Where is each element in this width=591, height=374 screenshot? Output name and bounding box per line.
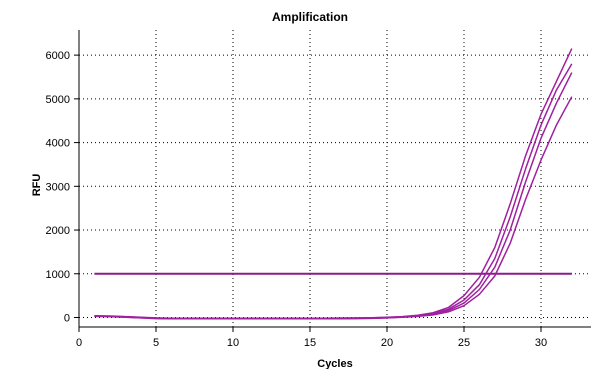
x-tick-label: 5 bbox=[153, 337, 159, 349]
x-tick-label: 0 bbox=[76, 337, 82, 349]
x-tick-label: 30 bbox=[535, 337, 547, 349]
y-tick-label: 1000 bbox=[46, 269, 70, 281]
amplification-curve bbox=[94, 72, 573, 320]
series-layer bbox=[94, 48, 573, 320]
amplification-curve bbox=[94, 48, 573, 319]
y-tick-label: 3000 bbox=[46, 181, 70, 193]
x-tick-label: 15 bbox=[304, 337, 316, 349]
x-axis-label: Cycles bbox=[317, 358, 352, 369]
chart-title: Amplification bbox=[272, 10, 348, 24]
y-axis-label: RFU bbox=[31, 174, 43, 197]
y-tick-label: 5000 bbox=[46, 94, 70, 106]
amplification-curve bbox=[94, 63, 573, 320]
x-tick-label: 25 bbox=[458, 337, 470, 349]
y-tick-label: 4000 bbox=[46, 138, 70, 150]
ticks-layer: 0 5 10 15 20 25 30 0 1000 2000 3000 4000 5000 6000 bbox=[46, 50, 548, 349]
y-tick-label: 0 bbox=[64, 313, 70, 325]
x-tick-label: 10 bbox=[227, 337, 239, 349]
x-tick-label: 20 bbox=[381, 337, 393, 349]
axes-layer bbox=[78, 30, 591, 328]
y-tick-label: 2000 bbox=[46, 225, 70, 237]
amplification-curve bbox=[94, 96, 573, 320]
grid-layer bbox=[79, 30, 591, 327]
y-tick-label: 6000 bbox=[46, 50, 70, 62]
